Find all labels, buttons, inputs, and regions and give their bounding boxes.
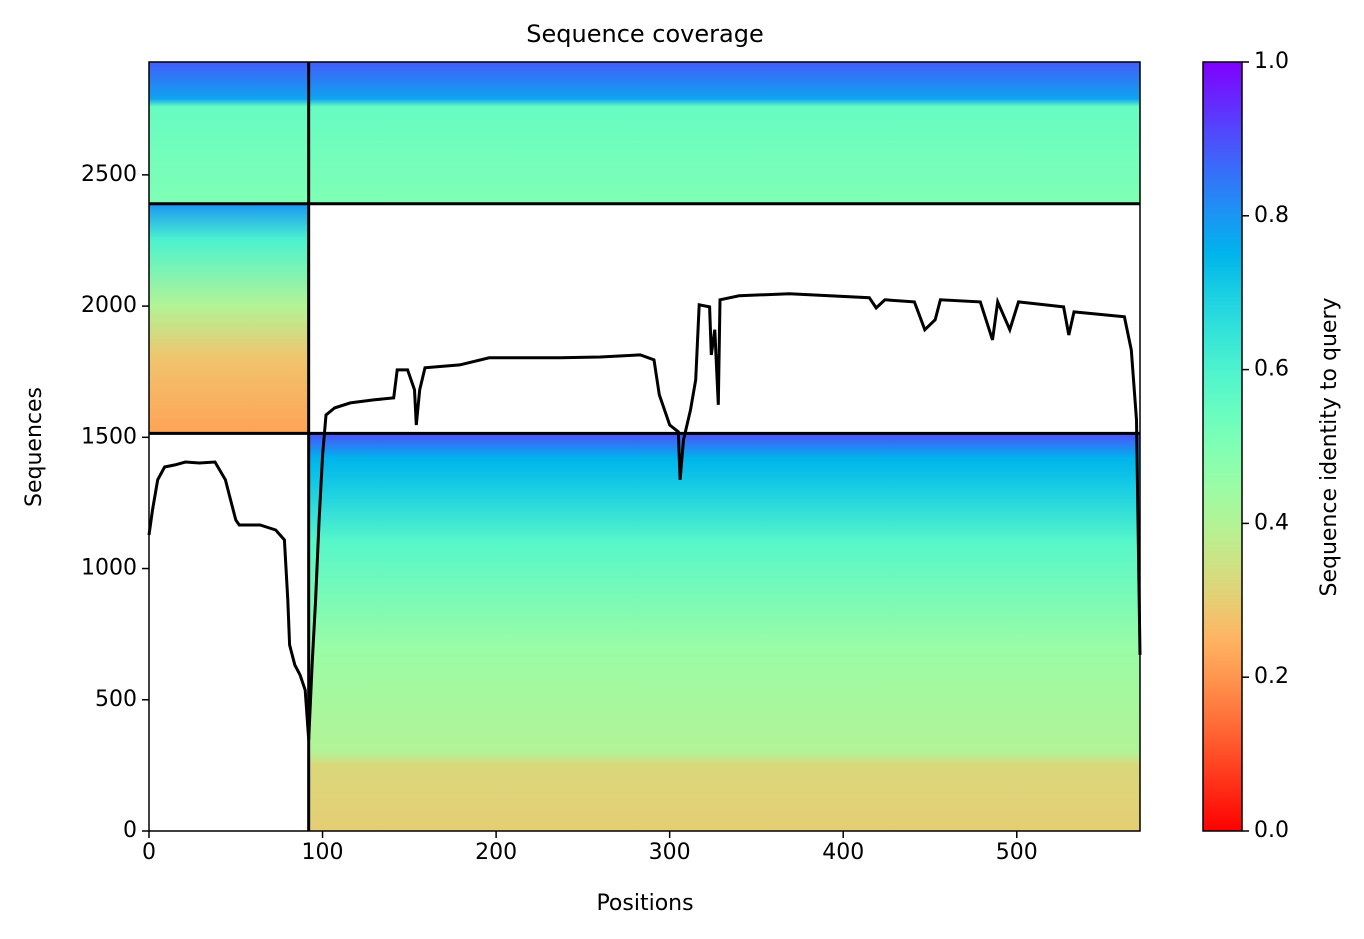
x-axis-label: Positions [596, 891, 693, 916]
coverage-line [147, 292, 1142, 741]
x-tick-label: 500 [996, 840, 1038, 865]
colorbar-tick-label: 0.2 [1254, 664, 1289, 689]
colorbar-tick-label: 0.4 [1254, 510, 1289, 535]
msa-block [308, 62, 1140, 204]
y-tick-label: 2500 [81, 162, 137, 187]
y-tick-label: 500 [95, 687, 137, 712]
msa-block [149, 203, 309, 434]
y-tick-label: 1000 [81, 556, 137, 581]
colorbar-label: Sequence identity to query [1317, 297, 1342, 596]
colorbar [1202, 61, 1243, 832]
x-tick-label: 100 [302, 840, 344, 865]
msa-block [308, 433, 1140, 831]
msa-block [149, 62, 309, 204]
colorbar-tick-label: 1.0 [1254, 49, 1289, 74]
chart-title: Sequence coverage [526, 20, 763, 48]
x-tick-label: 200 [475, 840, 517, 865]
colorbar-tick-label: 0.8 [1254, 203, 1289, 228]
x-tick-label: 400 [822, 840, 864, 865]
y-tick-label: 2000 [81, 293, 137, 318]
plot-frame [148, 61, 1141, 832]
x-tick-label: 0 [142, 840, 156, 865]
y-axis-label: Sequences [22, 387, 47, 507]
colorbar-tick-label: 0.6 [1254, 357, 1289, 382]
y-tick-label: 1500 [81, 424, 137, 449]
y-tick-label: 0 [123, 818, 137, 843]
x-tick-label: 300 [649, 840, 691, 865]
colorbar-tick-label: 0.0 [1254, 818, 1289, 843]
